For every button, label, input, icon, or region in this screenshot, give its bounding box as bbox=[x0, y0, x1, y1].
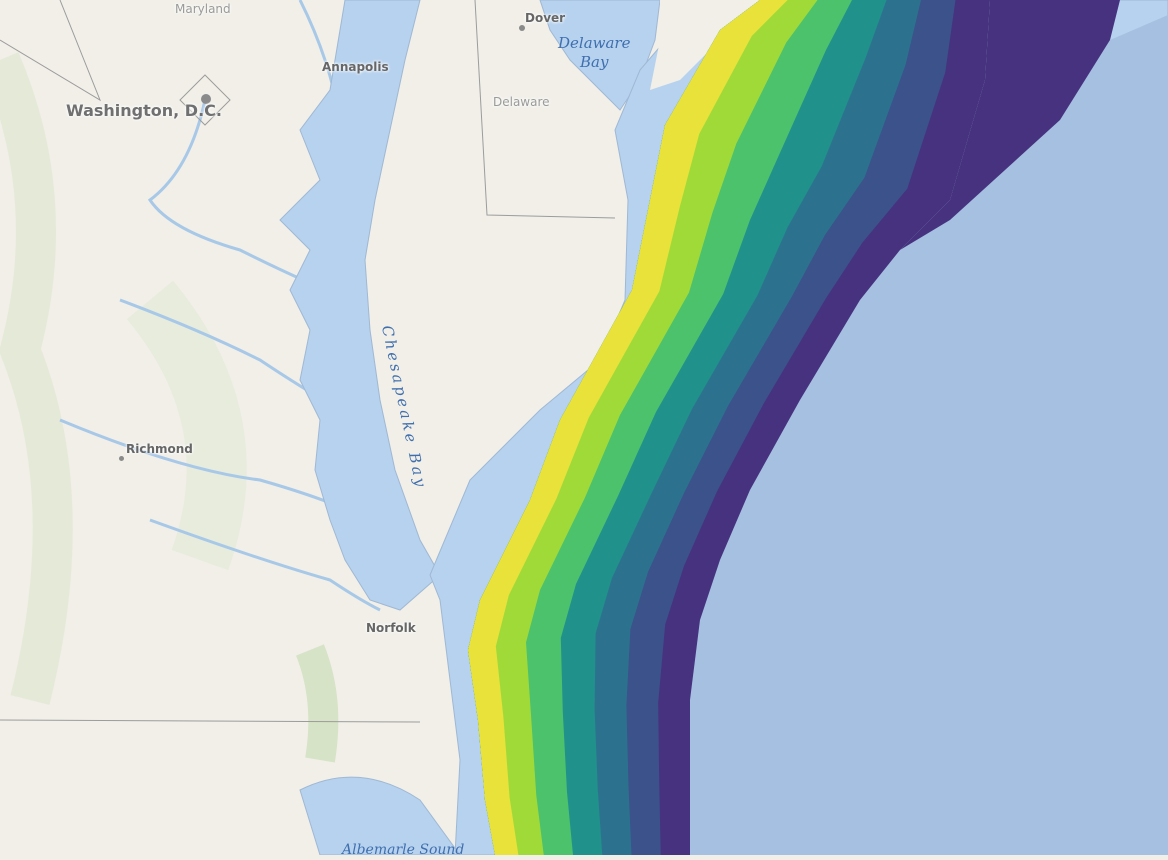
label-dover: Dover bbox=[525, 11, 566, 25]
delaware-bay bbox=[539, 0, 661, 111]
label-delaware-bay-line2: Bay bbox=[580, 53, 609, 71]
raster-band bbox=[468, 0, 788, 855]
label-washington-dc: Washington, D.C. bbox=[66, 101, 222, 120]
raster-band bbox=[900, 0, 1120, 250]
viridis-raster-layer bbox=[468, 0, 1168, 855]
deep-ocean-area bbox=[690, 15, 1168, 855]
label-delaware-bay-line1: Delaware bbox=[558, 34, 631, 52]
label-delaware-bay: Delaware Bay bbox=[558, 34, 630, 72]
albemarle-sound bbox=[299, 776, 461, 855]
boundaries bbox=[0, 0, 616, 723]
label-annapolis: Annapolis bbox=[322, 60, 389, 74]
label-norfolk: Norfolk bbox=[366, 621, 416, 635]
dover-city-dot bbox=[519, 25, 525, 31]
label-maryland: Maryland bbox=[175, 2, 231, 16]
washington-city-dot bbox=[201, 94, 211, 104]
richmond-city-dot bbox=[119, 456, 124, 461]
label-richmond: Richmond bbox=[126, 442, 193, 456]
label-delaware: Delaware bbox=[493, 95, 550, 109]
label-albemarle-sound: Albemarle Sound bbox=[342, 842, 465, 858]
chesapeake-bay bbox=[279, 0, 441, 611]
raster-band bbox=[468, 0, 887, 855]
